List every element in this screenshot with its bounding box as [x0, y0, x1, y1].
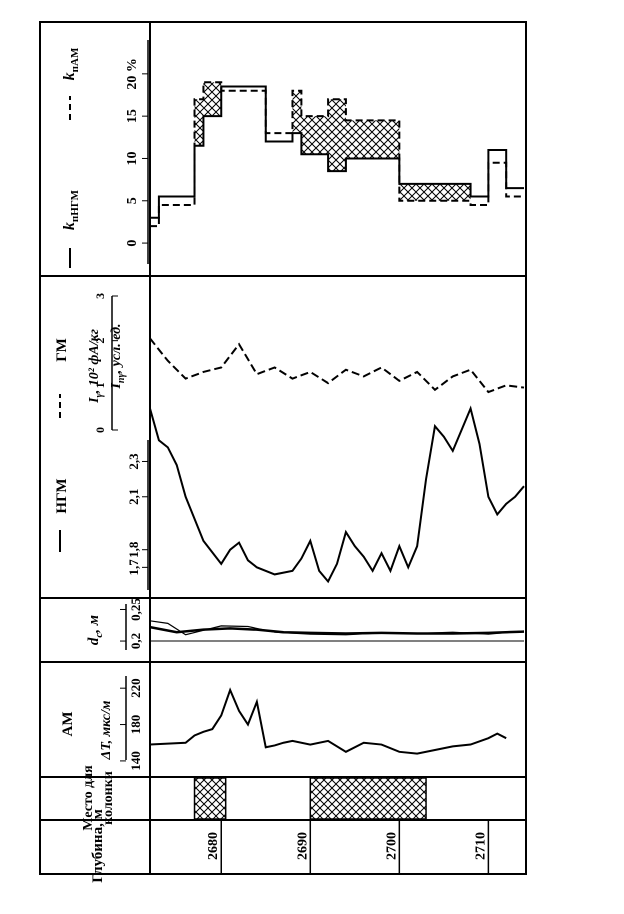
k-ngm-letter: k: [61, 222, 78, 230]
gm-legend-label: ГМ: [54, 338, 70, 362]
ngm-tick-label: 2,1: [126, 489, 141, 505]
k-difference-hatch: [203, 82, 222, 117]
k-tick-label: 10: [125, 151, 140, 165]
ngm-legend-label: НГМ: [54, 478, 70, 513]
am-track: [149, 687, 507, 755]
ngm-axis-sub: nγ: [116, 373, 127, 384]
k-tick-label: 15: [125, 109, 140, 123]
k-difference-hatch: [301, 116, 329, 155]
ngm-tick-group: 1,71,8 2,1 2,3: [126, 453, 148, 576]
k-am-legend-label: kпАМ: [61, 47, 81, 80]
k-difference-hatch: [328, 99, 346, 172]
gm-curve: [149, 337, 525, 394]
core-header-line2: колонки: [101, 771, 116, 825]
dc-tick-label: 0,2: [128, 633, 143, 649]
gm-axis-sub: γ: [94, 392, 105, 397]
dc-tick-label: 0,25: [128, 598, 143, 621]
core-track: [193, 777, 427, 820]
depth-header: Глубина, м: [90, 809, 106, 883]
am-curve: [149, 687, 507, 755]
k-tick-label: 0: [125, 240, 140, 247]
depth-tick-label: 2700: [384, 832, 399, 860]
gm-axis-label: Iγ, 10² фА/кг: [87, 329, 105, 404]
am-axis-label: ΔT, мкс/м: [99, 700, 114, 760]
dc-tick-group: 0,2 0,25: [120, 598, 143, 649]
ngm-tick-label: 1,8: [126, 541, 141, 558]
k-am-curve: [150, 81, 524, 228]
core-interval: [193, 777, 227, 820]
k-tick-group: 0 5 10 15 20 %: [125, 58, 148, 247]
k-ngm-sub: пНГМ: [69, 189, 81, 222]
k-tick-label: 5: [125, 197, 140, 204]
gm-axis-letter: I: [87, 397, 102, 404]
k-difference-hatch: [399, 183, 471, 201]
am-tick-group: 140 180 220: [120, 678, 143, 771]
ngm-curve: [149, 405, 525, 584]
k-difference-hatch: [194, 99, 204, 146]
gm-tick-group: 0 1 2 3: [93, 293, 118, 433]
am-title: АМ: [60, 712, 76, 737]
dc-axis-label: dc, м: [86, 615, 105, 645]
k-ngm-legend-label: kпНГМ: [61, 189, 81, 230]
ngm-gm-track: [149, 337, 525, 584]
gm-tick-label: 1: [93, 382, 107, 388]
core-interval: [309, 777, 427, 820]
depth-tick-label: 2680: [206, 832, 221, 860]
am-tick-label: 140: [128, 751, 143, 771]
core-header-line1: Место для: [81, 765, 96, 831]
dc-track: [149, 620, 525, 642]
dc-curve: [149, 620, 525, 636]
porosity-track: [150, 81, 524, 228]
k-tick-label: 20 %: [125, 58, 140, 90]
k-am-sub: пАМ: [69, 47, 81, 72]
gm-tick-label: 3: [93, 293, 107, 299]
dc-axis-letter: d: [86, 637, 102, 645]
gm-tick-label: 0: [93, 427, 107, 433]
figure-frame: [39, 21, 527, 875]
k-difference-hatch: [345, 120, 400, 159]
ngm-axis-letter: I: [109, 383, 124, 390]
k-ngm-curve: [150, 85, 524, 219]
depth-track: 2680 2690 2700 2710: [206, 820, 490, 874]
k-difference-hatch: [292, 90, 302, 134]
k-am-letter: k: [61, 72, 78, 80]
depth-tick-label: 2710: [473, 832, 488, 860]
am-tick-label: 180: [128, 715, 143, 735]
ngm-tick-label: 1,7: [126, 559, 141, 576]
dc-curve: [149, 625, 525, 635]
gm-axis-unit: , 10² фА/кг: [87, 329, 102, 394]
dc-axis-sub: c: [93, 633, 105, 638]
depth-tick-label: 2690: [295, 832, 310, 860]
dc-axis-unit: , м: [86, 615, 102, 634]
am-tick-label: 220: [128, 678, 143, 698]
ngm-tick-label: 2,3: [126, 453, 141, 470]
gm-tick-label: 2: [93, 338, 107, 344]
